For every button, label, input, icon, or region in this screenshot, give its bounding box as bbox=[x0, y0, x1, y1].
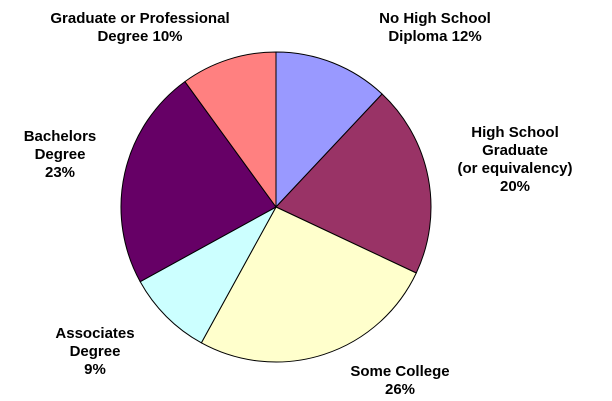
slice-label-associates-degree: Associates Degree 9% bbox=[55, 325, 135, 378]
slice-label-some-college: Some College 26% bbox=[350, 363, 450, 398]
pie-slice-no-high-school bbox=[275, 51, 383, 208]
slice-label-no-high-school: No High School Diploma 12% bbox=[379, 10, 491, 45]
pie-slice-high-school-graduate bbox=[275, 93, 432, 274]
pie-slice-graduate-or-professional bbox=[184, 51, 277, 208]
slice-label-bachelors-degree: Bachelors Degree 23% bbox=[23, 128, 97, 181]
slice-label-high-school-graduate: High School Graduate (or equivalency) 20… bbox=[457, 124, 573, 195]
pie-slice-bachelors-degree bbox=[120, 81, 277, 283]
slice-label-graduate-or-professional: Graduate or Professional Degree 10% bbox=[50, 10, 230, 45]
pie-slice-associates-degree bbox=[139, 206, 277, 344]
